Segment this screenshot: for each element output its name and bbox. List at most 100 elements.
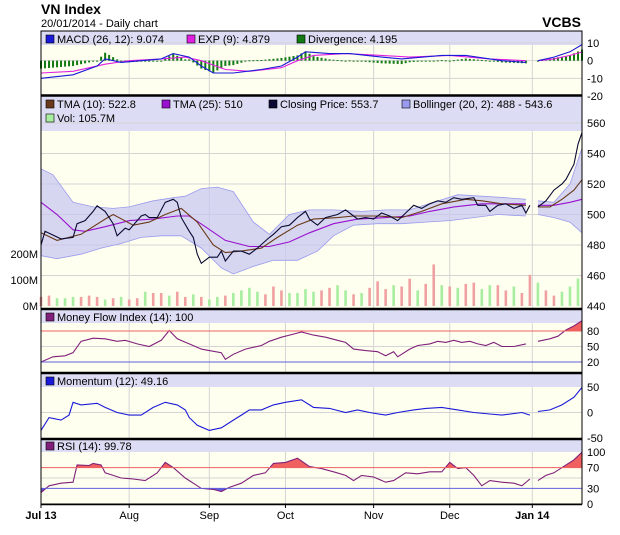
tma10-line (537, 179, 583, 208)
axis-tick-label: -20 (587, 91, 603, 103)
divergence-bar (356, 60, 359, 62)
divergence-bar (320, 57, 323, 61)
legend-band (41, 96, 582, 131)
close-legend: Closing Price: 553.7 (280, 99, 378, 111)
divergence-bar (568, 55, 571, 61)
mfi-line (40, 329, 527, 363)
volume-bar (167, 295, 171, 306)
divergence-bar (468, 58, 471, 61)
volume-bar (272, 286, 275, 306)
divergence-bar (292, 56, 295, 61)
divergence-bar (404, 60, 407, 64)
volume-bar (103, 299, 107, 306)
divergence-bar (360, 60, 363, 62)
x-axis-month-label: Jan 14 (515, 510, 550, 522)
volume-bar (456, 287, 460, 306)
volume-bar (119, 296, 123, 306)
brand-label: VCBS (542, 14, 581, 30)
divergence-bar (492, 60, 495, 62)
close-legend-swatch (268, 99, 278, 109)
volume-bar (472, 282, 476, 306)
volume-bar (216, 296, 219, 306)
axis-tick-label: 70 (587, 463, 599, 475)
divergence-bar (44, 60, 47, 69)
divergence-bar (160, 60, 163, 62)
divergence-bar (276, 58, 279, 61)
x-axis-month-label: Jul 13 (25, 510, 56, 522)
volume-bar (568, 286, 572, 306)
axis-tick-label: 460 (587, 271, 605, 283)
volume-bar (328, 287, 331, 306)
volume-bar (336, 285, 339, 306)
divergence-bar (384, 60, 387, 64)
divergence-bar (256, 60, 259, 62)
volume-bar (288, 293, 291, 306)
divergence-bar (252, 60, 255, 62)
axis-tick-label: 560 (587, 118, 605, 130)
divergence-bar (76, 60, 79, 66)
divergence-bar (480, 59, 483, 61)
rsi-legend: RSI (14): 99.78 (57, 441, 132, 453)
divergence-bar (232, 60, 235, 66)
closing-price-line (537, 132, 583, 208)
volume-bar (95, 296, 99, 306)
bollinger-lower (537, 214, 583, 234)
divergence-bar (80, 60, 83, 65)
divergence-bar (84, 60, 87, 64)
divergence-bar (432, 60, 435, 62)
volume-bar (432, 264, 436, 306)
divergence-legend-swatch (296, 34, 306, 44)
divergence-bar (204, 60, 207, 70)
divergence-bar (92, 60, 95, 62)
divergence-bar (376, 60, 379, 63)
divergence-bar (144, 60, 147, 62)
volume-bar (191, 294, 195, 306)
bollinger-legend-swatch (401, 99, 411, 109)
volume-bar (544, 290, 548, 306)
volume-bar (528, 274, 532, 306)
volume-bar (208, 299, 211, 306)
divergence-bar (324, 58, 327, 61)
axis-tick-label: 0 (587, 56, 593, 68)
divergence-bar (248, 60, 251, 62)
volume-bar (143, 291, 147, 306)
macd-line (40, 51, 526, 79)
bollinger-band (537, 148, 582, 233)
divergence-bar (392, 60, 395, 64)
x-axis-month-label: Nov (364, 510, 384, 522)
volume-bar (79, 296, 83, 306)
divergence-bar (504, 60, 507, 63)
volume-bar (440, 285, 444, 306)
divergence-bar (448, 60, 451, 62)
divergence-bar (424, 60, 427, 62)
vol-legend: Vol: 105.7M (57, 113, 115, 125)
divergence-bar (496, 60, 499, 62)
axis-tick-label: -10 (587, 73, 603, 85)
divergence-bar (216, 60, 219, 71)
tma25-legend: TMA (25): 510 (173, 99, 243, 111)
tma10-line (40, 198, 526, 254)
volume-axis-label: 100M (10, 275, 38, 287)
volume-bar (256, 291, 259, 306)
legend-band (41, 374, 582, 387)
divergence-bar (304, 51, 307, 61)
divergence-bar (240, 60, 243, 63)
volume-bar (392, 285, 395, 306)
volume-bar (111, 298, 115, 306)
divergence-bar (296, 55, 299, 61)
volume-bar (175, 291, 179, 306)
divergence-bar (316, 57, 319, 61)
divergence-bar (340, 60, 343, 62)
momentum-line (40, 399, 531, 431)
volume-bar (199, 296, 203, 306)
volume-bar (87, 295, 91, 306)
volume-bar (488, 285, 492, 306)
divergence-bar (264, 59, 267, 61)
divergence-bar (396, 60, 399, 64)
divergence-bar (464, 58, 467, 61)
volume-bar (416, 290, 419, 306)
divergence-bar (420, 60, 423, 62)
divergence-bar (64, 60, 67, 67)
volume-bar (448, 286, 452, 306)
